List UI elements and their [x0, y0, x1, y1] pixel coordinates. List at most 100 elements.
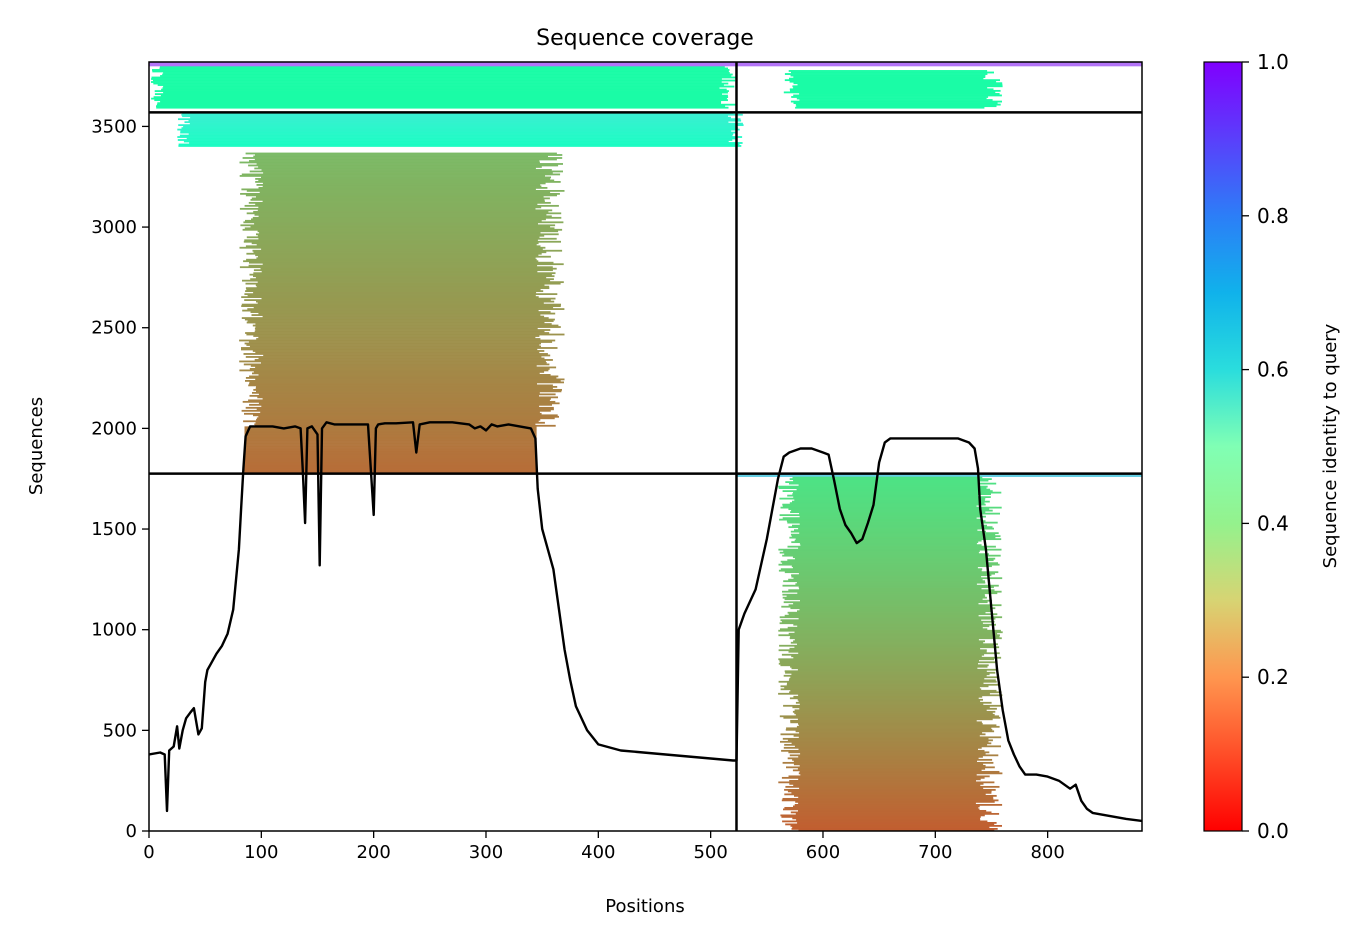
y-tick-label: 500: [103, 720, 137, 741]
coverage-strip: [795, 713, 995, 716]
coverage-strip: [782, 584, 999, 587]
coverage-strip: [245, 290, 544, 293]
coverage-strip: [795, 538, 1002, 541]
coverage-strip: [258, 255, 551, 258]
coverage-strip: [179, 134, 733, 137]
coverage-strip: [253, 414, 558, 417]
coverage-strip: [798, 736, 1002, 739]
coverage-strip: [249, 368, 550, 370]
coverage-strip: [263, 172, 553, 174]
coverage-strip: [791, 574, 992, 577]
coverage-strip: [798, 722, 983, 725]
coverage-strip: [789, 80, 997, 83]
coverage-strip: [244, 454, 537, 457]
coverage-strip: [795, 812, 1000, 815]
coverage-strip: [782, 503, 986, 506]
coverage-strip: [788, 775, 990, 778]
coverage-strip: [253, 291, 537, 294]
coverage-strip: [244, 464, 537, 467]
colorbar-gradient: [1203, 61, 1243, 832]
coverage-strip: [159, 67, 728, 70]
coverage-strip: [782, 562, 998, 565]
colorbar-ticks: 0.0 0.2 0.4 0.6 0.8 1.0: [1242, 50, 1289, 843]
coverage-strip: [258, 187, 548, 189]
coverage-strip: [799, 512, 1000, 515]
coverage-strip: [795, 800, 995, 803]
coverage-strip: [244, 438, 537, 440]
coverage-strip: [791, 71, 994, 74]
coverage-strip: [256, 257, 536, 260]
coverage-strip: [149, 62, 737, 64]
coverage-strip: [790, 100, 1002, 103]
coverage-strip: [183, 125, 738, 128]
coverage-strip: [255, 181, 561, 183]
coverage-strip: [252, 350, 545, 352]
coverage-strip: [798, 796, 994, 799]
coverage-strip: [243, 353, 548, 355]
coverage-strip: [782, 590, 1002, 593]
coverage-strip: [256, 285, 550, 288]
coverage-strip: [251, 242, 539, 245]
coverage-strip: [242, 309, 539, 312]
coverage-strip: [793, 734, 980, 737]
coverage-strip: [780, 740, 989, 743]
colorbar: 0.0 0.2 0.4 0.6 0.8 1.0 Sequence identity to …: [1203, 50, 1341, 843]
coverage-strip: [788, 70, 988, 72]
coverage-strip: [256, 390, 562, 393]
coverage-strip: [786, 766, 995, 769]
coverage-strip: [243, 420, 539, 423]
coverage-strip: [784, 571, 999, 574]
coverage-strip: [244, 469, 537, 472]
coverage-strip: [255, 366, 557, 369]
coverage-strip: [244, 461, 537, 464]
coverage-strip: [255, 329, 551, 331]
coverage-strip: [254, 167, 536, 170]
colorbar-tick-label: 0.4: [1257, 511, 1289, 535]
coverage-strip: [778, 629, 1001, 632]
coverage-strip: [241, 305, 561, 307]
coverage-strip: [253, 155, 549, 158]
coverage-strip: [792, 566, 978, 569]
coverage-strip: [784, 806, 979, 809]
coverage-strip: [790, 607, 996, 610]
coverage-strip: [793, 784, 981, 787]
coverage-block: [736, 62, 1142, 67]
coverage-strip: [798, 694, 1003, 697]
y-tick-label: 2000: [91, 418, 137, 439]
coverage-strip: [790, 721, 982, 724]
coverage-strip: [791, 535, 1001, 538]
y-tick-label: 1000: [91, 620, 137, 641]
coverage-strip: [788, 679, 996, 682]
coverage-strip: [244, 318, 555, 321]
coverage-strip: [244, 439, 537, 442]
coverage-strip: [252, 391, 540, 394]
coverage-strip: [780, 568, 983, 571]
coverage-strip: [793, 656, 1002, 659]
coverage-strip: [151, 76, 737, 79]
coverage-strip: [799, 523, 981, 526]
coverage-strip: [248, 264, 538, 267]
coverage-strip: [793, 82, 1003, 85]
coverage-strip: [784, 670, 987, 673]
coverage-strip: [245, 287, 550, 290]
x-tick-label: 200: [356, 842, 390, 863]
coverage-strip: [796, 488, 991, 491]
coverage-strip: [258, 336, 536, 339]
coverage-strip: [254, 213, 547, 216]
coverage-strip: [242, 157, 563, 159]
coverage-strip: [798, 652, 1000, 655]
coverage-strip: [249, 261, 554, 264]
colorbar-tick-label: 0.0: [1257, 819, 1289, 843]
coverage-strip: [151, 78, 722, 80]
coverage-strip: [154, 99, 729, 102]
coverage-strip: [262, 200, 545, 203]
coverage-line-group: [149, 421, 1142, 823]
coverage-strip: [792, 493, 991, 496]
coverage-strip: [789, 779, 976, 782]
coverage-strip: [245, 194, 557, 197]
coverage-strip: [258, 393, 556, 396]
coverage-strip: [790, 676, 998, 679]
coverage-strip: [780, 733, 986, 736]
coverage-strip: [789, 697, 979, 700]
coverage-strip: [239, 207, 536, 210]
